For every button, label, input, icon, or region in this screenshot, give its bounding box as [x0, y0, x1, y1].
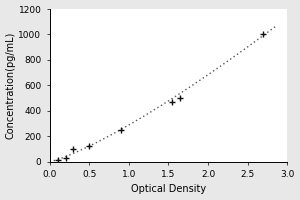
Y-axis label: Concentration(pg/mL): Concentration(pg/mL) [6, 32, 16, 139]
X-axis label: Optical Density: Optical Density [131, 184, 206, 194]
